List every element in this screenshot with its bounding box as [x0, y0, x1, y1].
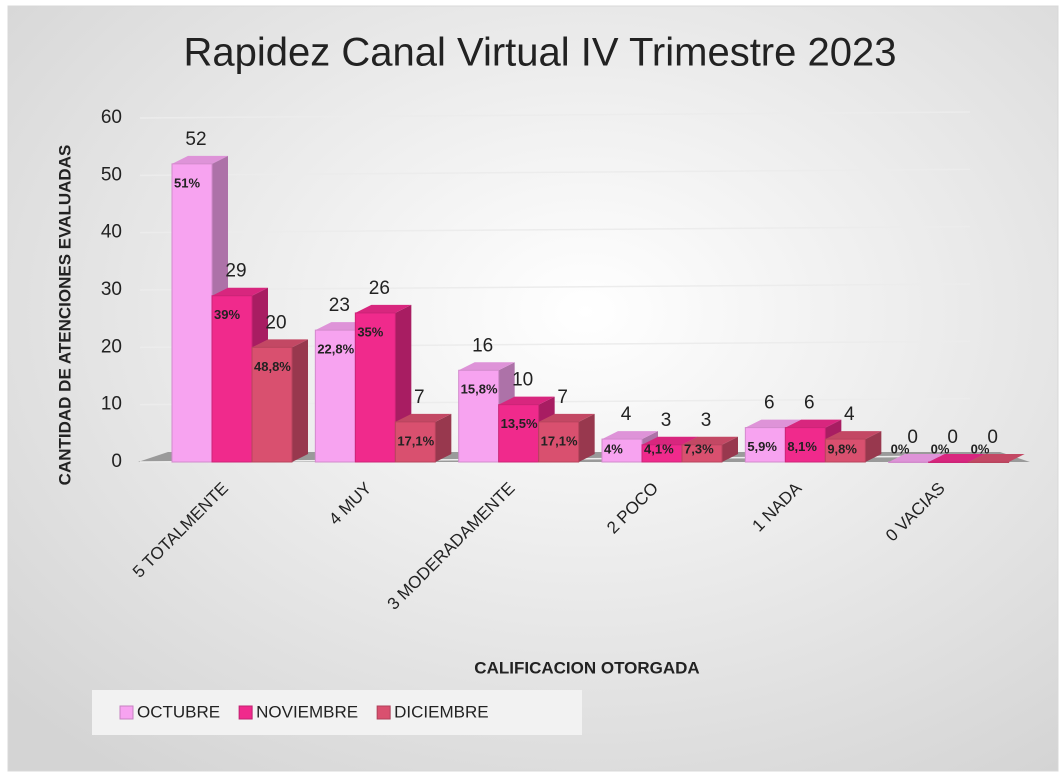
bar-top	[785, 419, 842, 428]
legend-label: DICIEMBRE	[394, 702, 488, 721]
bar-side	[722, 436, 738, 462]
value-label: 0	[947, 427, 958, 448]
bar-top	[928, 454, 985, 462]
legend-swatch	[238, 705, 253, 720]
percent-label: 39%	[214, 307, 240, 322]
grid-line	[139, 168, 971, 177]
bar-top	[355, 304, 412, 313]
bar-top	[498, 396, 555, 405]
bar-side	[435, 413, 452, 462]
bar-top	[642, 436, 698, 445]
bar-top	[458, 362, 515, 371]
bar	[784, 427, 826, 463]
y-tick-label: 50	[101, 164, 122, 185]
value-label: 23	[329, 295, 350, 316]
bar-top	[968, 454, 1025, 462]
value-label: 4	[621, 404, 632, 425]
bar-top	[395, 413, 452, 422]
y-tick-label: 60	[101, 107, 122, 128]
y-tick-label: 30	[101, 279, 122, 300]
bar	[888, 461, 930, 463]
percent-label: 22,8%	[317, 342, 354, 357]
bar-top	[825, 431, 882, 440]
legend-label: NOVIEMBRE	[256, 702, 358, 721]
value-label: 10	[512, 370, 533, 391]
bar	[968, 461, 1010, 463]
value-label: 3	[661, 410, 672, 431]
percent-label: 0%	[931, 441, 950, 456]
bar-side	[865, 431, 882, 462]
percent-label: 7,3%	[684, 441, 714, 456]
percent-label: 0%	[891, 441, 910, 456]
percent-label: 4,1%	[644, 441, 674, 456]
value-label: 7	[414, 387, 425, 408]
bar	[824, 438, 866, 463]
y-tick-label: 10	[101, 394, 122, 415]
grid-line	[139, 225, 971, 234]
grid-line	[139, 283, 971, 291]
value-label: 20	[265, 312, 286, 333]
grid-line	[139, 111, 971, 119]
percent-label: 17,1%	[397, 433, 434, 448]
value-label: 29	[225, 261, 246, 282]
percent-label: 51%	[174, 175, 200, 190]
bar	[394, 421, 436, 463]
percent-label: 0%	[971, 441, 990, 456]
bar-top	[538, 413, 595, 422]
value-label: 26	[369, 278, 390, 299]
y-tick-label: 0	[111, 451, 122, 472]
bar-top	[888, 454, 945, 462]
y-tick-label: 20	[101, 336, 122, 357]
bar	[171, 163, 213, 463]
value-label: 16	[472, 335, 493, 356]
bar	[538, 421, 580, 463]
bar-top	[172, 155, 228, 164]
bar	[681, 444, 723, 463]
value-label: 0	[907, 427, 918, 448]
x-axis-title: CALIFICACION OTORGADA	[474, 658, 699, 677]
bar-side	[578, 413, 595, 462]
bar	[211, 295, 253, 463]
value-label: 0	[987, 427, 998, 448]
bar	[458, 369, 500, 463]
value-label: 52	[185, 129, 206, 150]
bar-top	[745, 419, 802, 428]
bar-side	[292, 339, 308, 462]
percent-label: 4%	[604, 441, 623, 456]
legend-label: OCTUBRE	[137, 702, 220, 721]
percent-label: 9,8%	[827, 441, 857, 456]
percent-label: 8,1%	[787, 439, 817, 454]
legend-swatch	[376, 705, 391, 720]
bar	[498, 404, 540, 463]
legend-box	[92, 690, 582, 735]
y-axis-title: CANTIDAD DE ATENCIONES EVALUADAS	[55, 145, 74, 486]
value-label: 3	[701, 410, 712, 431]
bar-top	[212, 287, 268, 296]
value-label: 6	[804, 393, 815, 414]
bar	[251, 346, 293, 463]
percent-label: 35%	[357, 324, 383, 339]
value-label: 7	[557, 387, 568, 408]
bar-top	[602, 431, 658, 440]
value-label: 6	[764, 393, 775, 414]
percent-label: 17,1%	[541, 433, 578, 448]
percent-label: 13,5%	[501, 416, 538, 431]
bar-top	[252, 339, 308, 348]
percent-label: 48,8%	[254, 359, 291, 374]
chart-title: Rapidez Canal Virtual IV Trimestre 2023	[184, 31, 897, 75]
bar	[354, 312, 396, 463]
legend-swatch	[119, 705, 134, 720]
value-label: 4	[844, 404, 855, 425]
bar-top	[682, 436, 738, 445]
percent-label: 5,9%	[747, 439, 777, 454]
y-tick-label: 40	[101, 222, 122, 243]
bar	[744, 427, 786, 463]
bar	[314, 329, 356, 463]
percent-label: 15,8%	[461, 382, 498, 397]
bar	[928, 461, 970, 463]
